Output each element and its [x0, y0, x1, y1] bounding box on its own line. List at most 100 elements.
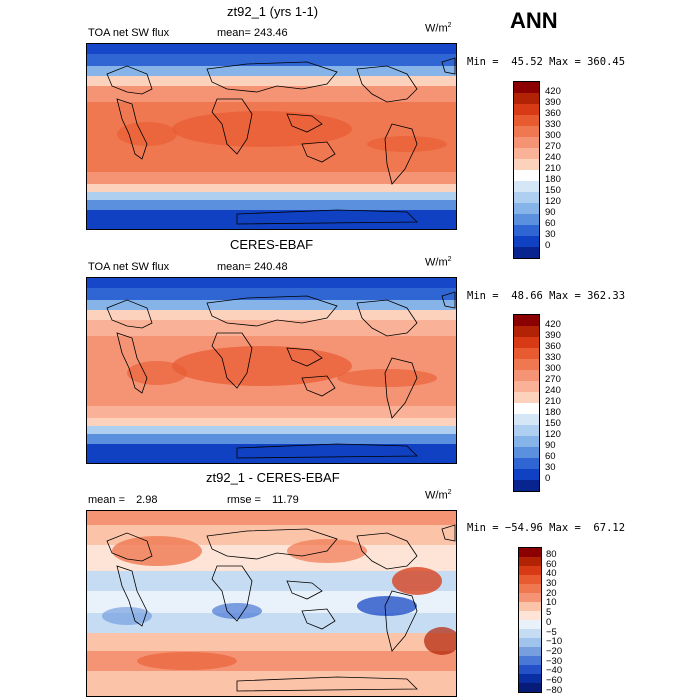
panel3-colorbar-swatch [519, 593, 541, 602]
colorbar-tick: −20 [546, 645, 563, 657]
colorbar-tick: 60 [545, 451, 556, 462]
colorbar-tick: 330 [545, 352, 561, 363]
colorbar-tick: 390 [545, 330, 561, 341]
colorbar-tick: 390 [545, 97, 561, 108]
panel2-units: W/m2 [425, 256, 452, 269]
panel3-map [86, 510, 457, 697]
panel1-colorbar-swatch [514, 181, 539, 192]
panel1-colorbar-ticks: 420 390 360 330 300 270 240 210 180 150 … [545, 86, 561, 251]
panel2-colorbar-swatch [514, 348, 539, 359]
panel2-map [86, 277, 457, 464]
colorbar-tick: 150 [545, 418, 561, 429]
panel3-colorbar-swatch [519, 665, 541, 674]
panel1-colorbar-swatch [514, 148, 539, 159]
panel3-colorbar-swatch [519, 566, 541, 575]
panel2-colorbar [513, 314, 540, 492]
colorbar-tick: 30 [546, 578, 557, 590]
colorbar-tick: 420 [545, 86, 561, 97]
panel3-colorbar-swatch [519, 584, 541, 593]
panel3-colorbar-swatch [519, 575, 541, 584]
panel3-colorbar [518, 547, 542, 693]
panel2-colorbar-ticks: 420 390 360 330 300 270 240 210 180 150 … [545, 319, 561, 484]
panel1-colorbar-swatch [514, 115, 539, 126]
panel1-colorbar [513, 81, 540, 259]
panel1-colorbar-swatch [514, 82, 539, 93]
panel1-units: W/m2 [425, 22, 452, 35]
colorbar-tick: 0 [546, 616, 552, 628]
colorbar-tick: 180 [545, 174, 561, 185]
panel3-range: Min = −54.96 Max = 67.12 [467, 522, 626, 534]
panel3-colorbar-ticks: 80 60 40 30 20 10 5 0 −5 −10 −20 −30 −40… [546, 550, 562, 695]
panel2-colorbar-swatch [514, 337, 539, 348]
panel1-mean-value: 243.46 [254, 27, 288, 39]
panel3-colorbar-swatch [519, 656, 541, 665]
colorbar-tick: 420 [545, 319, 561, 330]
panel1-colorbar-swatch [514, 225, 539, 236]
panel2-colorbar-swatch [514, 480, 539, 491]
panel2-colorbar-swatch [514, 326, 539, 337]
panel3-colorbar-swatch [519, 611, 541, 620]
panel1-map [86, 43, 457, 230]
panel2-mean-label: mean= 240.48 [217, 261, 288, 273]
panel3-colorbar-swatch [519, 557, 541, 566]
colorbar-tick: −80 [546, 684, 563, 696]
colorbar-tick: 60 [545, 218, 556, 229]
panel2-range: Min = 48.66 Max = 362.33 [467, 290, 626, 302]
panel2-colorbar-swatch [514, 469, 539, 480]
panel2-colorbar-swatch [514, 447, 539, 458]
panel1-colorbar-swatch [514, 236, 539, 247]
panel3-mean-value: 2.98 [136, 494, 158, 506]
colorbar-tick: 300 [545, 130, 561, 141]
panel2-colorbar-swatch [514, 403, 539, 414]
colorbar-tick: 0 [545, 473, 551, 484]
colorbar-tick: −40 [546, 665, 563, 677]
panel2-colorbar-swatch [514, 370, 539, 381]
panel1-colorbar-swatch [514, 247, 539, 258]
panel3-units: W/m2 [425, 489, 452, 502]
panel1-colorbar-swatch [514, 159, 539, 170]
colorbar-tick: 150 [545, 185, 561, 196]
panel2-colorbar-swatch [514, 381, 539, 392]
panel1-colorbar-swatch [514, 192, 539, 203]
panel2-colorbar-swatch [514, 392, 539, 403]
panel1-title: zt92_1 (yrs 1-1) [227, 4, 319, 19]
colorbar-tick: 10 [546, 597, 557, 609]
colorbar-tick: 210 [545, 163, 561, 174]
colorbar-tick: 210 [545, 396, 561, 407]
panel3-colorbar-swatch [519, 620, 541, 629]
panel1-range: Min = 45.52 Max = 360.45 [467, 56, 626, 68]
colorbar-tick: 30 [545, 229, 556, 240]
colorbar-tick: 0 [545, 240, 551, 251]
panel1-colorbar-swatch [514, 126, 539, 137]
colorbar-tick: 270 [545, 374, 561, 385]
colorbar-tick: 120 [545, 196, 561, 207]
colorbar-tick: 20 [546, 587, 557, 599]
colorbar-tick: 80 [546, 549, 557, 560]
panel3-colorbar-swatch [519, 638, 541, 647]
panel2-title: CERES-EBAF [230, 237, 314, 252]
colorbar-tick: −10 [546, 636, 563, 648]
panel1-mean-label: mean= 243.46 [217, 27, 288, 39]
panel3-mean-label: mean = 2.98 [88, 494, 158, 506]
season-label: ANN [510, 8, 558, 33]
panel3-colorbar-swatch [519, 548, 541, 557]
panel2-variable-label: TOA net SW flux [88, 261, 170, 273]
panel3-colorbar-swatch [519, 629, 541, 638]
colorbar-tick: −30 [546, 655, 563, 667]
colorbar-tick: 240 [545, 152, 561, 163]
panel2-colorbar-swatch [514, 414, 539, 425]
colorbar-tick: 240 [545, 385, 561, 396]
panel1-colorbar-swatch [514, 214, 539, 225]
colorbar-tick: 40 [546, 568, 557, 580]
colorbar-tick: 180 [545, 407, 561, 418]
panel2-mean-value: 240.48 [254, 261, 288, 273]
colorbar-tick: 360 [545, 108, 561, 119]
colorbar-tick: 270 [545, 141, 561, 152]
colorbar-tick: 120 [545, 429, 561, 440]
panel2-colorbar-swatch [514, 458, 539, 469]
colorbar-tick: 300 [545, 363, 561, 374]
colorbar-tick: 330 [545, 119, 561, 130]
panel3-colorbar-swatch [519, 683, 541, 692]
panel2-colorbar-swatch [514, 425, 539, 436]
panel3-colorbar-swatch [519, 647, 541, 656]
